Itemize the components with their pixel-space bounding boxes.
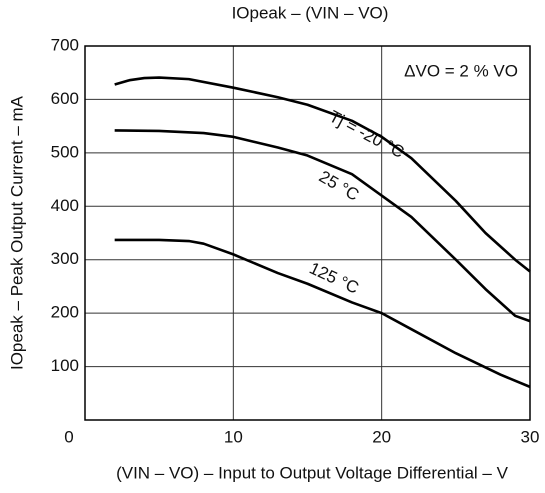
y-tick-label: 700: [51, 35, 79, 54]
x-axis-label: (VIN – VO) – Input to Output Voltage Dif…: [116, 463, 509, 482]
y-tick-label: 300: [51, 249, 79, 268]
y-axis-label: IOpeak – Peak Output Current – mA: [7, 95, 26, 370]
y-tick-label: 500: [51, 142, 79, 161]
y-tick-label: 100: [51, 356, 79, 375]
plot-frame: [84, 45, 531, 421]
series-line: [114, 76, 531, 273]
series-line: [114, 238, 531, 389]
y-tick-label: 600: [51, 89, 79, 108]
annotation: 25 °C: [316, 167, 362, 205]
annotation: ΔVO = 2 % VO: [404, 61, 518, 80]
x-tick-label: 10: [224, 427, 243, 446]
x-tick-label: 20: [372, 427, 391, 446]
x-tick-label: 0: [64, 427, 73, 446]
y-tick-label: 200: [51, 303, 79, 322]
series-line: [114, 129, 531, 323]
chart-title: IOpeak – (VIN – VO): [232, 3, 389, 22]
annotation: 125 °C: [306, 258, 361, 297]
x-tick-label: 30: [521, 427, 540, 446]
y-tick-label: 400: [51, 196, 79, 215]
